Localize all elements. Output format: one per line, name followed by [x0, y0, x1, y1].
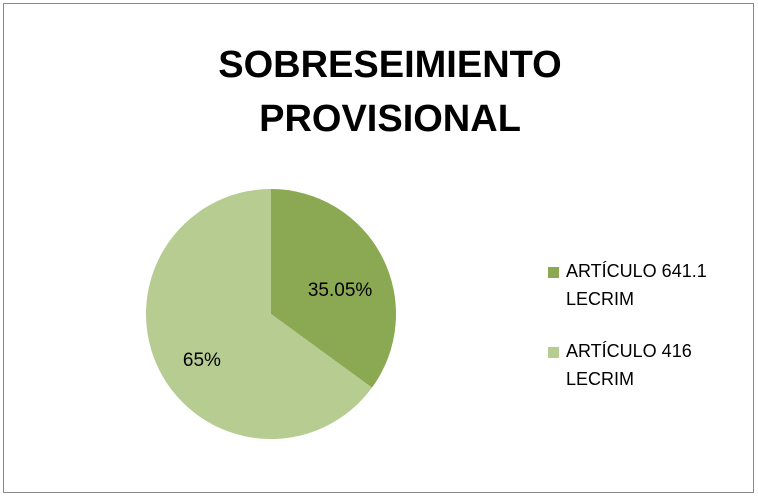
chart-border — [3, 3, 754, 493]
chart-title: SOBRESEIMIENTO PROVISIONAL — [218, 44, 562, 140]
legend-swatch — [548, 347, 559, 358]
pie-slice — [271, 189, 396, 388]
legend-label: ARTÍCULO 641.1 LECRIM — [566, 261, 707, 309]
data-label: 35.05% — [308, 280, 373, 301]
legend-swatch — [548, 267, 559, 278]
pie-slice — [146, 189, 372, 439]
legend-label: ARTÍCULO 416 LECRIM — [566, 341, 692, 389]
data-label: 65% — [183, 350, 221, 371]
